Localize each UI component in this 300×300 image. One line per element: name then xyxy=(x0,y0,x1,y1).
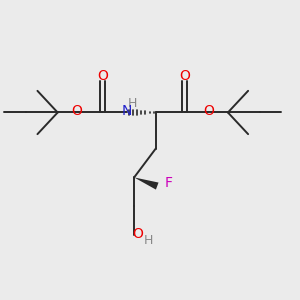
Text: N: N xyxy=(121,104,131,118)
Text: F: F xyxy=(164,176,172,190)
Text: H: H xyxy=(128,97,137,110)
Text: O: O xyxy=(179,69,190,82)
Polygon shape xyxy=(134,177,158,190)
Text: O: O xyxy=(71,104,82,118)
Text: O: O xyxy=(132,227,143,241)
Text: H: H xyxy=(144,234,153,247)
Text: O: O xyxy=(203,104,214,118)
Text: O: O xyxy=(97,69,108,82)
